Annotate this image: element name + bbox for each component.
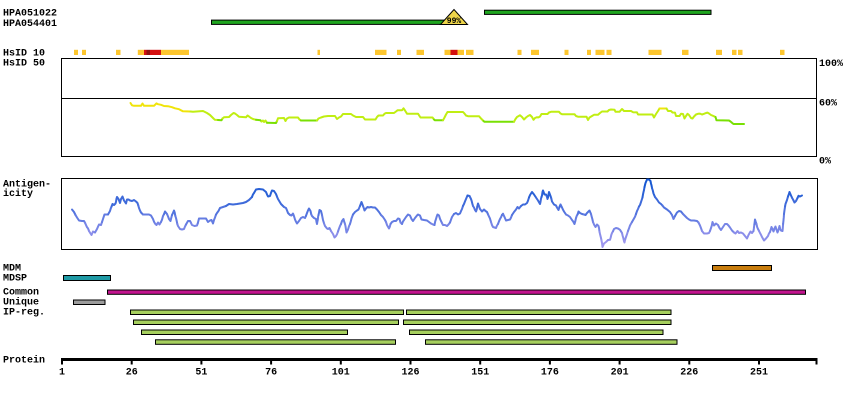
svg-text:201: 201	[611, 368, 629, 379]
svg-text:icity: icity	[3, 188, 33, 200]
svg-text:Common: Common	[3, 288, 39, 299]
svg-text:126: 126	[401, 368, 419, 379]
svg-text:176: 176	[541, 368, 559, 379]
svg-text:26: 26	[126, 368, 138, 379]
svg-text:99%: 99%	[447, 17, 462, 26]
svg-text:1: 1	[59, 368, 65, 379]
svg-text:51: 51	[195, 368, 207, 379]
svg-text:60%: 60%	[819, 99, 837, 110]
svg-text:101: 101	[332, 368, 350, 379]
svg-text:HsID 10: HsID 10	[3, 49, 45, 60]
svg-text:Antigen-: Antigen-	[3, 179, 51, 191]
svg-text:Unique: Unique	[3, 297, 39, 309]
svg-text:100%: 100%	[819, 59, 843, 70]
svg-text:MDM: MDM	[3, 264, 21, 275]
svg-text:HsID 50: HsID 50	[3, 59, 45, 70]
svg-text:151: 151	[471, 368, 489, 379]
svg-text:HPA054401: HPA054401	[3, 19, 57, 30]
svg-text:MDSP: MDSP	[3, 274, 27, 285]
svg-text:HPA051022: HPA051022	[3, 9, 57, 20]
svg-text:76: 76	[265, 368, 277, 379]
svg-text:Protein: Protein	[3, 355, 45, 367]
svg-text:0%: 0%	[819, 157, 831, 168]
svg-text:IP-reg.: IP-reg.	[3, 308, 45, 319]
svg-text:251: 251	[750, 368, 768, 379]
svg-text:226: 226	[680, 368, 698, 379]
